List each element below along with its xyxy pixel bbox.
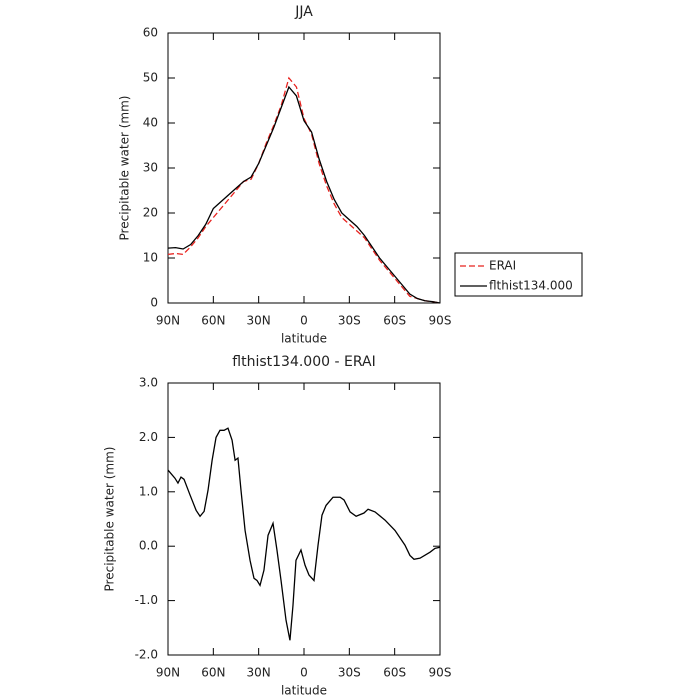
x-tick-label: 30S [338,666,361,680]
data-line [167,76,441,304]
y-tick-label: -1.0 [135,593,158,607]
x-tick-label: 30S [338,314,361,328]
y-axis-label: Precipitable water (mm) [118,96,132,241]
x-tick-label: 0 [300,314,308,328]
y-tick-label: 0.0 [139,539,158,553]
y-tick-label: 60 [143,26,158,40]
x-tick-label: 30N [247,314,271,328]
x-tick-label: 90S [429,314,452,328]
legend-label: flthist134.000 [489,279,573,293]
x-tick-label: 0 [300,666,308,680]
legend-label: ERAI [489,259,516,273]
plot-frame [167,382,441,656]
x-axis-label: latitude [281,332,327,346]
x-axis-label: latitude [281,684,327,698]
x-tick-label: 60N [201,314,225,328]
y-tick-label: 1.0 [139,484,158,498]
chart-title: flthist134.000 - ERAI [232,354,375,370]
chart-title: JJA [294,4,313,20]
y-tick-label: 3.0 [139,376,158,390]
y-tick-label: 40 [143,116,158,130]
x-tick-label: 30N [247,666,271,680]
data-line [167,85,441,304]
y-tick-label: 2.0 [139,430,158,444]
data-line [167,427,441,641]
x-tick-label: 60S [383,666,406,680]
plot-frame [167,32,441,304]
y-tick-label: 10 [143,251,158,265]
y-tick-label: 20 [143,206,158,220]
x-tick-label: 60N [201,666,225,680]
y-tick-label: -2.0 [135,648,158,662]
y-axis-label: Precipitable water (mm) [103,447,117,592]
legend-box [454,252,583,297]
y-tick-label: 0 [150,296,158,310]
y-tick-label: 30 [143,161,158,175]
x-tick-label: 90N [156,314,180,328]
x-tick-label: 90N [156,666,180,680]
x-tick-label: 90S [429,666,452,680]
x-tick-label: 60S [383,314,406,328]
y-tick-label: 50 [143,71,158,85]
